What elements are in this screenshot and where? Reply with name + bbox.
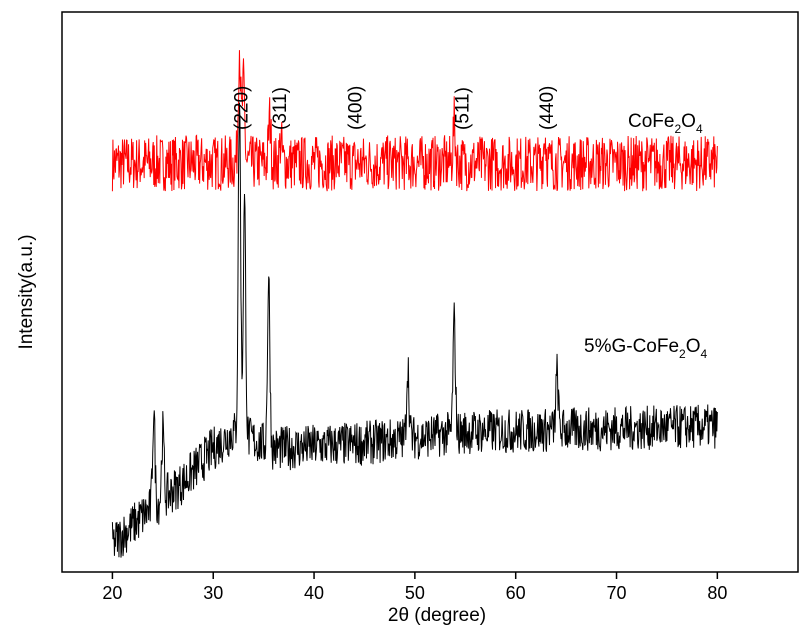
series-label-cofe2o4-prefix: CoFe <box>628 111 674 132</box>
series-line-cofe2o4 <box>111 50 718 192</box>
peak-label: (511) <box>452 87 473 130</box>
series-label-5g-sub2: 4 <box>701 347 708 361</box>
x-axis-title: 2θ (degree) <box>388 605 486 626</box>
peak-label: (311) <box>270 87 291 130</box>
x-tick-label: 60 <box>506 583 526 603</box>
series-label-5g-mid: O <box>686 336 701 357</box>
x-tick-label: 20 <box>102 583 122 603</box>
series-layer <box>111 50 718 558</box>
peak-label: (400) <box>345 86 366 130</box>
series-label-5g-sub1: 2 <box>679 347 686 361</box>
plot-frame <box>61 11 799 573</box>
x-tick-label: 40 <box>304 583 324 603</box>
series-line-5g-cofe2o4 <box>111 102 718 558</box>
peak-annotations: (220) (311) (400) (511) (440) <box>231 86 557 130</box>
series-label-5g-prefix: 5%G-CoFe <box>584 336 679 357</box>
series-label-cofe2o4: CoFe2O4 <box>628 111 703 136</box>
x-tick-label: 70 <box>607 583 627 603</box>
x-axis-ticks: 20 30 40 50 60 70 80 <box>102 572 727 603</box>
x-tick-label: 80 <box>707 583 727 603</box>
series-label-cofe2o4-mid: O <box>681 111 696 132</box>
x-tick-label: 50 <box>405 583 425 603</box>
peak-label: (220) <box>231 86 252 130</box>
series-label-cofe2o4-sub2: 4 <box>696 122 703 136</box>
y-axis-title: Intensity(a.u.) <box>16 234 37 349</box>
series-label-cofe2o4-sub1: 2 <box>674 122 681 136</box>
x-tick-label: 30 <box>203 583 223 603</box>
peak-label: (440) <box>537 86 558 130</box>
series-label-5g-cofe2o4: 5%G-CoFe2O4 <box>584 336 708 361</box>
